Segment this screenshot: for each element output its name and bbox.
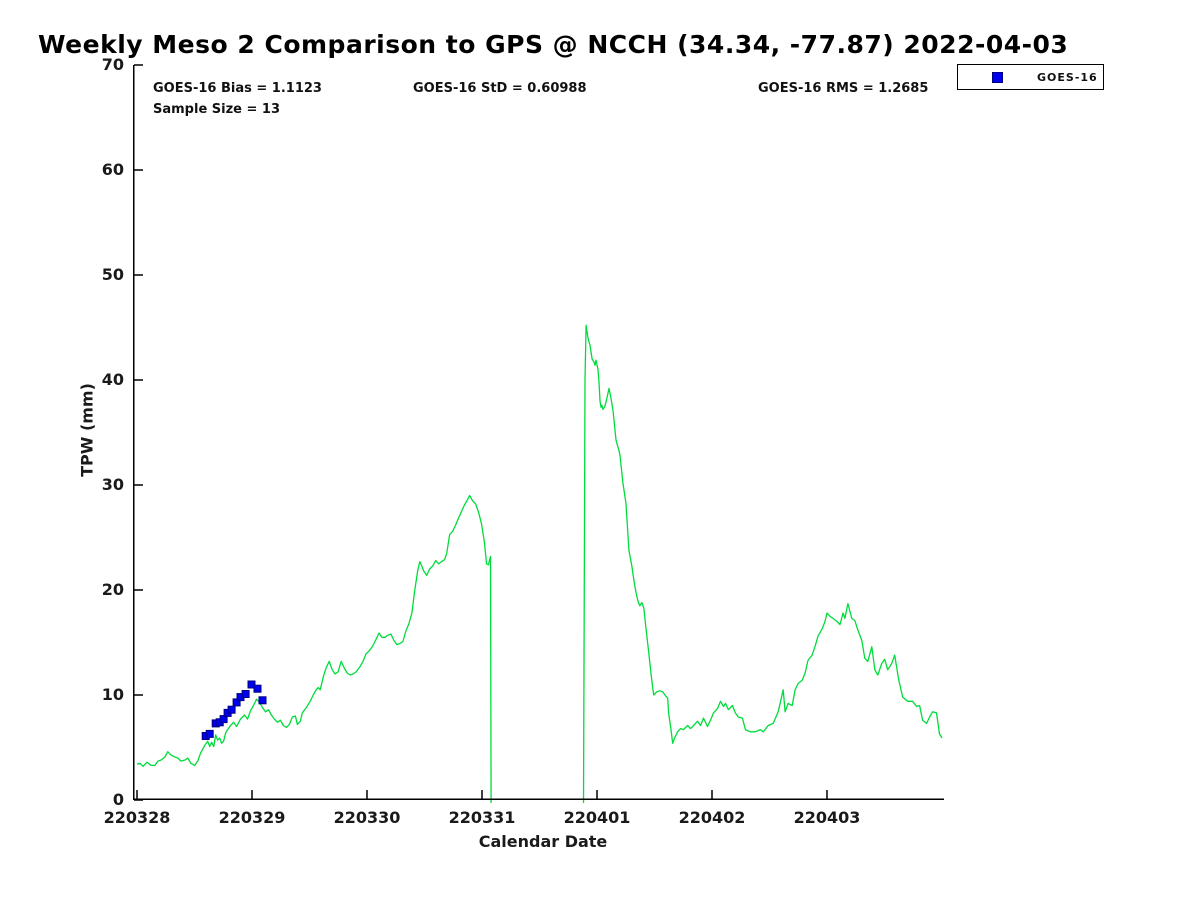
x-axis-label: Calendar Date [478,832,608,851]
y-tick-label: 30 [101,475,124,494]
x-tick-label: 220403 [793,808,861,827]
x-tick-label: 220330 [333,808,401,827]
legend-label-goes16: GOES-16 [1037,70,1098,84]
goes16-marker [258,696,267,705]
stat-goes16-bias: GOES-16 Bias = 1.1123 [153,81,322,96]
goes16-marker [227,705,236,714]
y-tick-label: 70 [101,55,124,74]
goes16-marker [253,684,262,693]
chart-title: Weekly Meso 2 Comparison to GPS @ NCCH (… [38,30,1069,59]
y-tick-label: 20 [101,580,124,599]
legend-box: GOES-16 [957,64,1104,90]
y-axis-label: TPW (mm) [77,383,97,477]
goes16-marker [241,690,250,698]
goes16-square-marker-icon [992,71,1003,83]
x-tick-label: 220402 [678,808,746,827]
x-tick-label: 220328 [103,808,171,827]
gps-tpw-line [136,324,943,803]
x-tick-label: 220401 [563,808,631,827]
y-tick-label: 60 [101,160,124,179]
plot-canvas [133,64,944,803]
y-tick-label: 40 [101,370,124,389]
stat-sample-size: Sample Size = 13 [153,102,281,117]
goes16-marker [205,729,214,738]
stat-goes16-std: GOES-16 StD = 0.60988 [413,81,587,96]
y-tick-label: 10 [101,685,124,704]
y-tick-label: 0 [112,790,124,809]
y-tick-label: 50 [101,265,124,284]
goes16-marker [247,680,256,689]
x-tick-label: 220329 [218,808,286,827]
x-tick-label: 220331 [448,808,516,827]
axis-spines [133,65,944,800]
goes16-markers [201,680,267,740]
stat-goes16-rms: GOES-16 RMS = 1.2685 [758,81,929,96]
